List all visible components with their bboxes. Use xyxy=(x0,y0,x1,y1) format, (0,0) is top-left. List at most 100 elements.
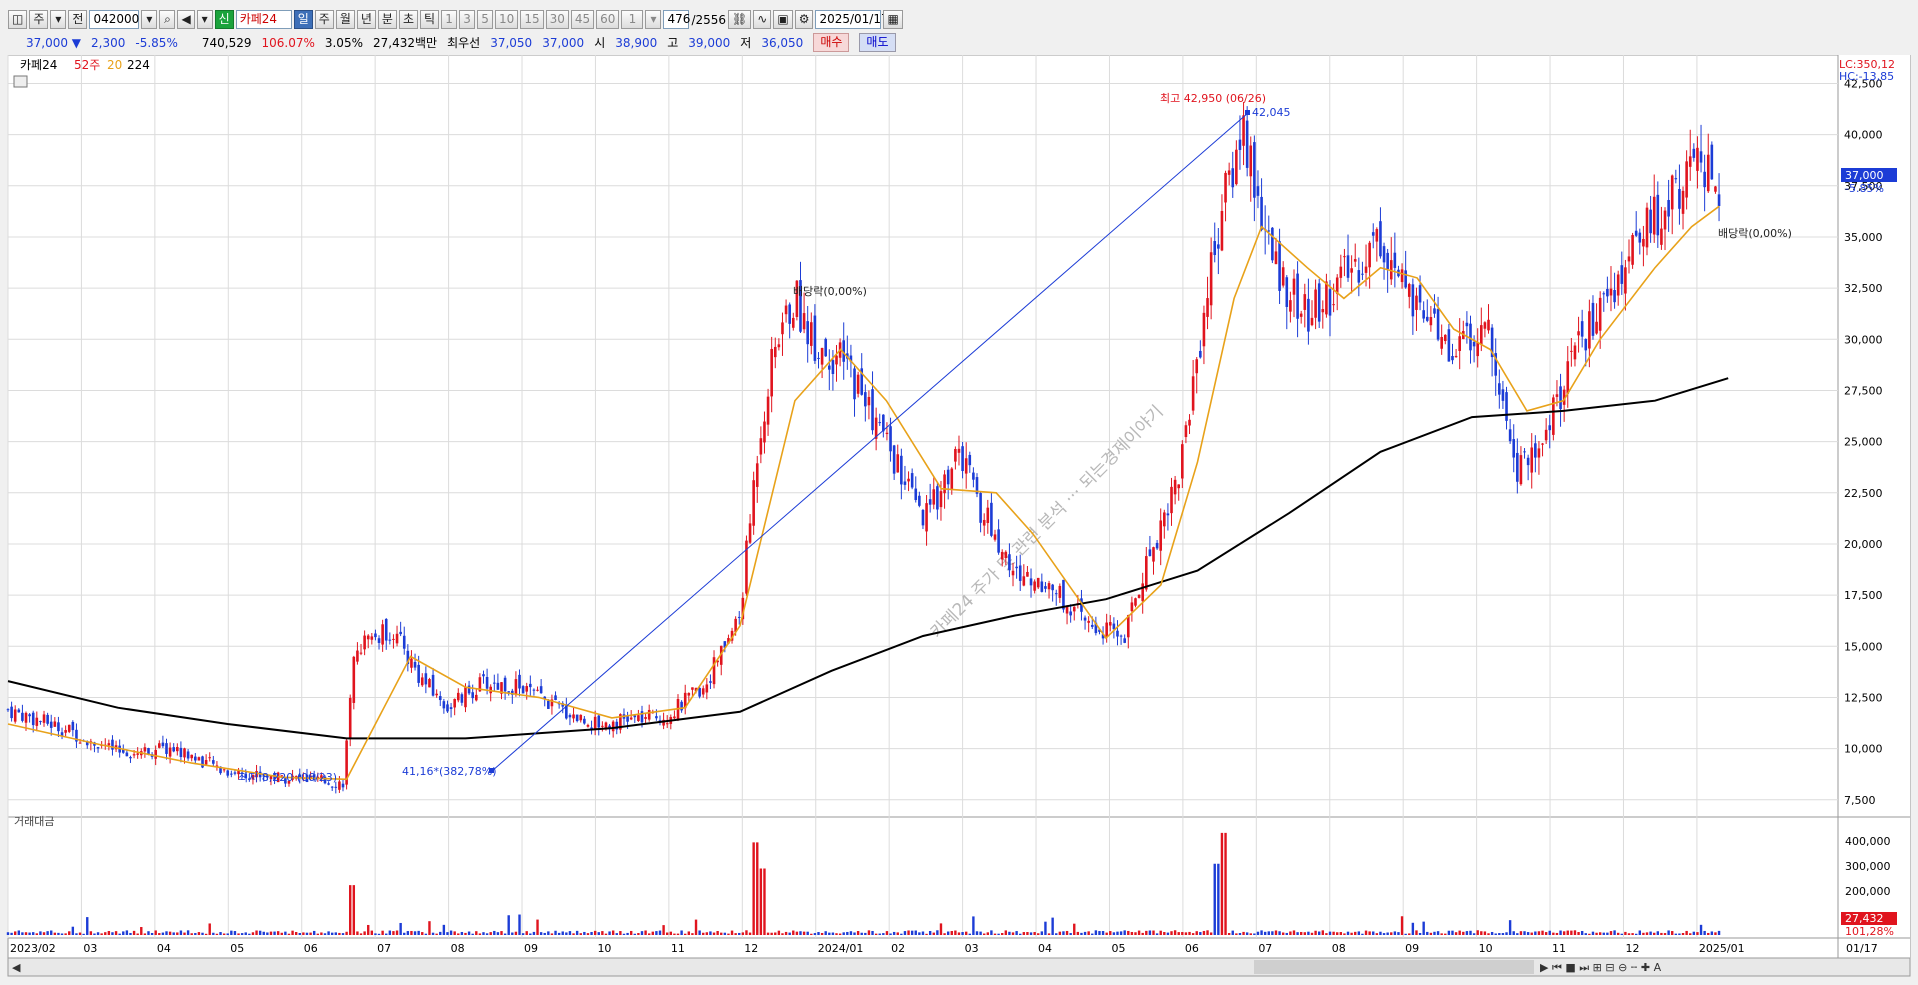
candle-body xyxy=(204,760,208,765)
buy-button[interactable]: 매수 xyxy=(813,33,850,52)
sound-dropdown-icon[interactable]: ▾ xyxy=(196,10,213,29)
volume-bar xyxy=(312,930,316,935)
count-input[interactable]: 476 xyxy=(663,10,690,29)
chevron-down-icon[interactable]: ▾ xyxy=(645,10,662,29)
grid-toggle-icon[interactable] xyxy=(13,75,28,88)
interval-45[interactable]: 45 xyxy=(570,10,595,29)
candle-body xyxy=(1375,229,1379,242)
candle-body xyxy=(539,686,543,694)
candle-body xyxy=(1548,425,1552,431)
volume-bar xyxy=(158,933,161,935)
volume-bar xyxy=(172,932,175,935)
interval-60[interactable]: 60 xyxy=(596,10,620,29)
volume-bar xyxy=(925,933,928,935)
gear-icon[interactable]: ⚙ xyxy=(794,10,814,29)
interval-30[interactable]: 30 xyxy=(545,10,569,29)
candle-body xyxy=(1537,448,1541,458)
candle-body xyxy=(871,389,874,431)
candle-body xyxy=(402,635,406,649)
volume-bar xyxy=(1624,931,1627,935)
tab-period-month[interactable]: 월 xyxy=(335,10,355,29)
volume-bar xyxy=(1357,931,1361,935)
tab-period-minute[interactable]: 분 xyxy=(377,10,397,29)
candle-body xyxy=(1289,300,1292,312)
candle-body xyxy=(828,365,831,370)
tab-period-week[interactable]: 주 xyxy=(314,10,334,29)
candle-body xyxy=(1595,321,1598,334)
volume-bar xyxy=(111,932,114,935)
candle-body xyxy=(514,679,518,695)
candle-body xyxy=(997,529,1000,553)
volume-bar xyxy=(1019,933,1022,935)
volume-bar xyxy=(240,933,244,935)
window-menu-icon[interactable]: ◫ xyxy=(8,10,28,29)
save-icon[interactable]: ▣ xyxy=(773,10,793,29)
volume-bar xyxy=(406,931,410,935)
candle-body xyxy=(1469,323,1472,351)
volume-bar xyxy=(1141,932,1144,935)
volume-bar xyxy=(86,917,89,935)
candle-body xyxy=(1570,350,1573,352)
candle-body xyxy=(1400,269,1404,283)
interval-3[interactable]: 3 xyxy=(459,10,476,29)
scrollbar-thumb[interactable] xyxy=(1254,960,1534,974)
x-tick-label: 10 xyxy=(1479,942,1493,955)
candle-body xyxy=(1281,267,1285,286)
scroll-controls-icon[interactable]: ▶ ⏮ ■ ⏭ ⊞ ⊟ ⊖ ╌ ✚ A xyxy=(1540,961,1662,974)
search-icon[interactable]: ⌕ xyxy=(159,10,176,29)
volume-bar xyxy=(1472,933,1476,935)
link-icon[interactable]: ⛓ xyxy=(728,10,752,29)
volume-bar xyxy=(230,930,233,935)
tab-period-second[interactable]: 초 xyxy=(398,10,418,29)
volume-bar xyxy=(961,932,964,935)
candle-body xyxy=(1634,230,1638,236)
tab-period-tick[interactable]: 틱 xyxy=(420,10,440,29)
candle-body xyxy=(1245,120,1249,168)
code-dropdown-icon[interactable]: ▾ xyxy=(141,10,158,29)
chevron-down-icon[interactable]: ▾ xyxy=(50,10,67,29)
volume-bar xyxy=(644,930,647,935)
interval-10[interactable]: 10 xyxy=(495,10,519,29)
trend-line-start-handle[interactable] xyxy=(489,768,494,773)
candle-body xyxy=(892,445,896,474)
sell-button[interactable]: 매도 xyxy=(859,33,896,52)
x-tick-label: 03 xyxy=(83,942,97,955)
candle-body xyxy=(132,754,136,756)
period-select[interactable]: 주 xyxy=(29,10,49,29)
stock-name-field[interactable]: 카페24 xyxy=(235,10,292,29)
chart-mode-icon[interactable]: ∿ xyxy=(753,10,772,29)
candle-body xyxy=(1343,256,1346,258)
tab-period-year[interactable]: 년 xyxy=(356,10,376,29)
trend-line-end-handle[interactable] xyxy=(1245,110,1250,115)
volume-bar xyxy=(1159,930,1162,935)
interval-15[interactable]: 15 xyxy=(520,10,544,29)
candle-body xyxy=(1191,376,1195,411)
date-input[interactable]: 2025/01/17 xyxy=(815,10,889,29)
volume-ratio: 106.07% xyxy=(261,35,315,50)
volume-bar xyxy=(1642,932,1645,935)
volume-bar xyxy=(1689,933,1692,935)
candle-body xyxy=(1443,334,1447,342)
interval-1[interactable]: 1 xyxy=(441,10,458,29)
candle-body xyxy=(161,742,165,747)
code-input[interactable]: 042000 xyxy=(89,10,140,29)
candle-body xyxy=(1015,566,1018,569)
volume-bar xyxy=(1267,931,1270,935)
interval-dropdown[interactable]: 1 xyxy=(621,10,644,29)
tab-period-day[interactable]: 일 xyxy=(293,10,313,29)
volume-bar xyxy=(1242,931,1245,935)
candle-body xyxy=(730,630,734,641)
volume-bar xyxy=(1339,932,1343,935)
scroll-left-icon[interactable]: ◀ xyxy=(12,961,21,974)
candle-body xyxy=(1544,429,1548,441)
candle-body xyxy=(330,786,334,788)
candle-body xyxy=(773,346,777,358)
candle-body xyxy=(1699,151,1703,163)
prev-button[interactable]: 전 xyxy=(68,10,88,29)
price-change: 2,300 xyxy=(91,35,126,50)
volume-bar xyxy=(593,930,597,935)
sound-icon[interactable]: ◀ xyxy=(177,10,195,29)
calendar-icon[interactable]: ▦ xyxy=(883,10,903,29)
candle-body xyxy=(1346,255,1350,278)
interval-5[interactable]: 5 xyxy=(477,10,494,29)
